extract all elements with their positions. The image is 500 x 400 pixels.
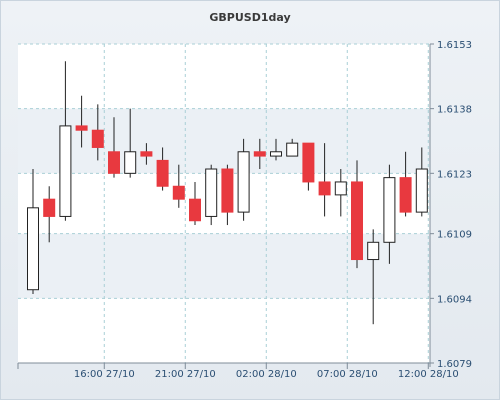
- candle-body-up: [270, 151, 282, 157]
- candle: [367, 229, 380, 325]
- candle: [302, 142, 315, 191]
- candles: [27, 61, 428, 325]
- y-tick-label: 1.6109: [437, 230, 472, 241]
- candle: [399, 151, 412, 217]
- x-axis-labels: 16:00 27/10 21:00 27/10 02:00 28/10 07:00 2…: [74, 369, 459, 380]
- candle: [334, 169, 347, 217]
- candle: [383, 164, 396, 264]
- candle: [59, 61, 72, 221]
- candle: [27, 169, 39, 295]
- candle-body-down: [302, 142, 315, 183]
- candle: [205, 164, 218, 226]
- x-tick-label: 21:00 27/10: [155, 369, 216, 380]
- candle-body-up: [59, 125, 72, 217]
- candle: [108, 117, 120, 178]
- candle: [221, 164, 234, 226]
- y-tick-label: 1.6138: [437, 105, 472, 116]
- candle-body-down: [351, 181, 363, 261]
- candle-body-up: [383, 177, 396, 243]
- candle-body-down: [221, 168, 234, 213]
- candle-body-up: [27, 207, 39, 291]
- y-axis-labels: 1.6153 1.6138 1.6123 1.6109 1.6094 1.6079: [437, 40, 472, 370]
- candle-body-up: [237, 151, 250, 213]
- x-tick-label: 07:00 28/10: [317, 369, 378, 380]
- x-tick-label: 12:00 28/10: [398, 369, 459, 380]
- candle: [124, 108, 137, 178]
- candle-body-down: [91, 129, 104, 148]
- axes: [17, 43, 434, 369]
- candle-body-down: [43, 198, 56, 217]
- candle-body-down: [140, 151, 153, 157]
- y-tick-label: 1.6079: [437, 359, 472, 370]
- y-tick-label: 1.6123: [437, 169, 472, 180]
- plot-band: [18, 298, 430, 363]
- candle: [189, 181, 201, 226]
- candle-body-down: [108, 151, 120, 174]
- candle: [172, 164, 185, 208]
- y-tick-label: 1.6153: [437, 40, 472, 51]
- candle: [318, 143, 331, 217]
- candle-body-up: [367, 241, 380, 261]
- chart-title: GBPUSD1day: [209, 11, 291, 24]
- candle-body-up: [124, 151, 137, 174]
- candle-body-up: [334, 181, 347, 196]
- candle: [43, 186, 56, 243]
- plot-band: [18, 44, 430, 109]
- candle-body-up: [205, 168, 218, 217]
- candle-body-down: [172, 185, 185, 200]
- x-tick-label: 16:00 27/10: [74, 369, 135, 380]
- candle: [140, 143, 153, 165]
- candle: [415, 147, 428, 217]
- candle: [286, 138, 299, 157]
- candle-body-down: [189, 198, 201, 222]
- candle: [253, 138, 266, 170]
- candle: [270, 138, 282, 161]
- candle-body-down: [156, 159, 169, 187]
- y-tick-label: 1.6094: [437, 294, 472, 305]
- candle-body-up: [286, 142, 299, 157]
- candle-body-down: [75, 125, 88, 131]
- candle: [156, 147, 169, 191]
- candle: [237, 138, 250, 221]
- candle: [351, 160, 363, 269]
- candle-body-down: [318, 181, 331, 196]
- candle: [75, 95, 88, 148]
- candle-body-up: [415, 168, 428, 213]
- x-tick-label: 02:00 28/10: [236, 369, 297, 380]
- candle: [91, 104, 104, 161]
- candle-body-down: [399, 177, 412, 213]
- candle-body-down: [253, 151, 266, 157]
